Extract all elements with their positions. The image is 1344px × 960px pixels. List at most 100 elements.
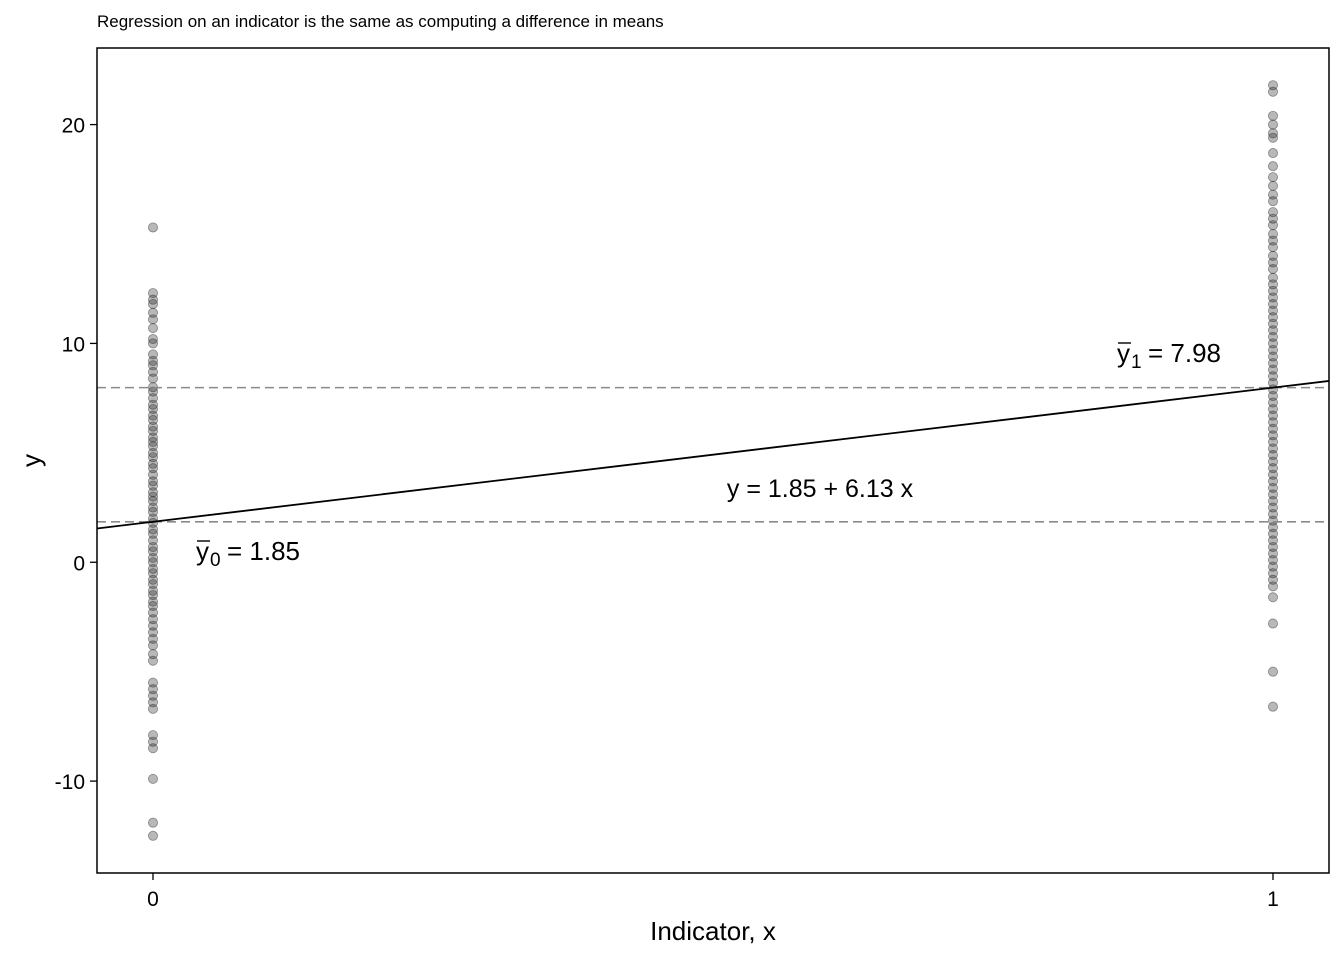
data-point [147, 506, 158, 517]
data-point [1268, 128, 1279, 139]
data-point [1268, 119, 1279, 130]
data-point [147, 574, 158, 585]
data-point [1268, 235, 1279, 246]
data-point [147, 441, 158, 452]
mean1-symbol: y [1117, 338, 1130, 368]
data-point [1268, 574, 1279, 585]
data-point [1268, 417, 1279, 428]
data-point [147, 495, 158, 506]
data-point [147, 773, 158, 784]
data-point [147, 640, 158, 651]
data-point [1268, 351, 1279, 362]
data-point [1268, 666, 1279, 677]
data-point [147, 677, 158, 688]
data-point [147, 393, 158, 404]
data-point [1268, 371, 1279, 382]
data-point [1268, 423, 1279, 434]
data-point [1268, 292, 1279, 303]
data-point [1268, 555, 1279, 566]
data-point [1268, 469, 1279, 480]
data-point [147, 703, 158, 714]
data-point [1268, 213, 1279, 224]
data-point [147, 399, 158, 410]
data-point [147, 469, 158, 480]
data-point [147, 299, 158, 310]
x-tick-label: 1 [1267, 888, 1279, 911]
data-point [147, 541, 158, 552]
data-point [147, 338, 158, 349]
data-point [147, 607, 158, 618]
data-point [147, 502, 158, 513]
data-point [1268, 509, 1279, 520]
data-point [147, 633, 158, 644]
data-point [1268, 344, 1279, 355]
data-point [147, 585, 158, 596]
data-point [1268, 489, 1279, 500]
data-point [1268, 305, 1279, 316]
data-point [1268, 250, 1279, 261]
data-point [1268, 110, 1279, 121]
data-point [1268, 581, 1279, 592]
data-point [147, 649, 158, 660]
data-point [1268, 229, 1279, 240]
data-point [147, 614, 158, 625]
data-point [147, 524, 158, 535]
data-point [147, 410, 158, 421]
data-point [147, 314, 158, 325]
data-point [147, 334, 158, 345]
data-point [147, 463, 158, 474]
data-point [1268, 257, 1279, 268]
data-point [1268, 528, 1279, 539]
data-points [147, 80, 1279, 841]
data-point [1268, 80, 1279, 91]
data-point [1268, 548, 1279, 559]
data-point [1268, 331, 1279, 342]
data-point [1268, 318, 1279, 329]
data-point [147, 627, 158, 638]
data-point [1268, 161, 1279, 172]
data-point [147, 288, 158, 299]
data-point [1268, 618, 1279, 629]
data-point [1268, 264, 1279, 275]
data-point [1268, 172, 1279, 183]
chart-title: Regression on an indicator is the same a… [97, 12, 664, 31]
data-point [1268, 436, 1279, 447]
data-point [1268, 180, 1279, 191]
data-point [1268, 701, 1279, 712]
data-point [1268, 364, 1279, 375]
data-point [147, 404, 158, 415]
y-axis-label: y [16, 454, 46, 467]
data-point [147, 535, 158, 546]
data-point [147, 684, 158, 695]
data-point [147, 458, 158, 469]
data-point [147, 436, 158, 447]
data-point [147, 476, 158, 487]
data-point [147, 415, 158, 426]
data-point [147, 552, 158, 563]
mean-label-group-0: y 0 = 1.85 [196, 536, 300, 571]
data-point [1268, 299, 1279, 310]
y-tick-label: -10 [55, 771, 85, 794]
data-point [147, 697, 158, 708]
data-point [1268, 482, 1279, 493]
data-point [1268, 242, 1279, 253]
data-point [147, 491, 158, 502]
data-point [1268, 443, 1279, 454]
data-point [147, 830, 158, 841]
y-tick-label: 20 [62, 115, 85, 138]
data-point [147, 323, 158, 334]
mean1-subscript: 1 [1131, 352, 1142, 373]
data-point [1268, 390, 1279, 401]
data-point [1268, 522, 1279, 533]
data-point [1268, 285, 1279, 296]
data-point [1268, 541, 1279, 552]
regression-line [96, 380, 1330, 530]
mean0-symbol: y [196, 536, 209, 566]
data-point [1268, 207, 1279, 218]
regression-equation: y = 1.85 + 6.13 x [727, 475, 914, 503]
data-point [147, 817, 158, 828]
data-point [147, 355, 158, 366]
data-point [147, 480, 158, 491]
